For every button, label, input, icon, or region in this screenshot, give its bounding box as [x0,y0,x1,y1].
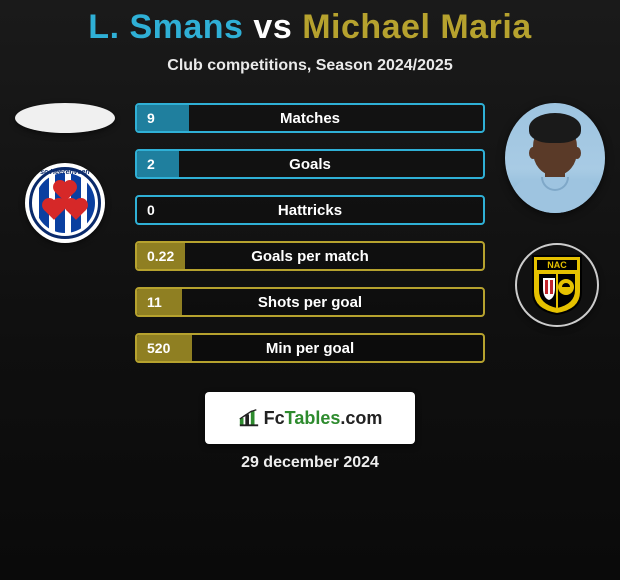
player2-photo [505,103,605,213]
right-column: NAC [500,103,610,323]
title-vs: vs [253,8,292,46]
watermark-main: Tables [285,408,341,428]
stat-label: Hattricks [137,197,483,223]
stat-label: Goals per match [137,243,483,269]
nac-badge: NAC [515,243,599,327]
stat-label: Matches [137,105,483,131]
stat-row: 9Matches [135,103,485,133]
left-column: sc Heerenveen [10,103,120,243]
subtitle: Club competitions, Season 2024/2025 [0,57,620,75]
stat-label: Shots per goal [137,289,483,315]
club-logo-nac: NAC [515,243,595,323]
heerenveen-badge: sc Heerenveen [25,163,105,243]
date-text: 29 december 2024 [0,454,620,472]
title-player2: Michael Maria [302,8,531,46]
heerenveen-text: sc Heerenveen [25,169,105,176]
stat-row: 11Shots per goal [135,287,485,317]
stat-row: 0Hattricks [135,195,485,225]
player1-photo-placeholder [15,103,115,133]
watermark-text: FcTables.com [264,408,383,429]
stat-label: Min per goal [137,335,483,361]
stat-bars: 9Matches 2Goals 0Hattricks 0.22Goals per ma… [135,103,485,379]
club-logo-heerenveen: sc Heerenveen [25,163,105,243]
svg-text:NAC: NAC [547,260,567,270]
stat-label: Goals [137,151,483,177]
stat-row: 520Min per goal [135,333,485,363]
chart-bars-icon [238,407,260,429]
title-player1: L. Smans [88,8,243,46]
stat-row: 0.22Goals per match [135,241,485,271]
page-title: L. Smans vs Michael Maria [0,0,620,47]
watermark-suffix: .com [340,408,382,428]
watermark-prefix: Fc [264,408,285,428]
stat-row: 2Goals [135,149,485,179]
watermark: FcTables.com [205,392,415,444]
